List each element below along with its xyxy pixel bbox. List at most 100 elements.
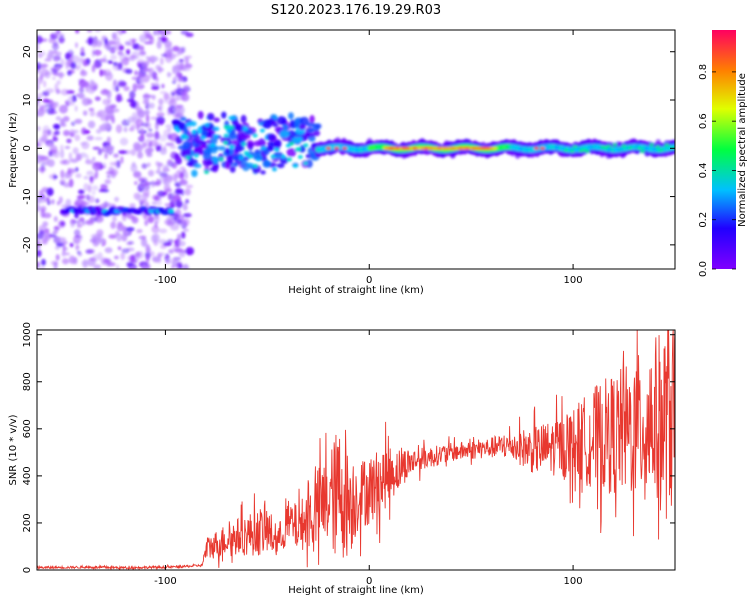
heatmap-cell (159, 171, 168, 178)
heatmap-cell (37, 140, 43, 148)
heatmap-cell (165, 124, 173, 129)
heatmap-cell (103, 258, 111, 264)
heatmap-cell (166, 239, 174, 243)
heatmap-cell (129, 103, 137, 107)
heatmap-cell (252, 133, 258, 138)
spectrogram-x-ticks: -100 0 100 (154, 30, 583, 286)
heatmap-cell (107, 114, 115, 121)
heatmap-cell (151, 56, 159, 62)
heatmap-cell (120, 252, 126, 260)
heatmap-cell (142, 100, 150, 105)
heatmap-cell (117, 221, 123, 228)
heatmap-cell (129, 203, 136, 209)
heatmap-cell (53, 174, 58, 180)
heatmap-cell (128, 127, 135, 132)
heatmap-cell (91, 185, 99, 191)
heatmap-cell (54, 124, 60, 130)
heatmap-cell (218, 157, 224, 162)
heatmap-cell (212, 164, 219, 173)
heatmap-cell (125, 227, 135, 232)
heatmap-cell (161, 83, 165, 89)
heatmap-cell (185, 155, 191, 160)
heatmap-cell (86, 135, 94, 141)
heatmap-cell (94, 215, 104, 223)
heatmap-cell (156, 40, 162, 50)
y-tick-label: 200 (22, 513, 33, 532)
heatmap-cell (88, 107, 95, 112)
heatmap-cell (248, 154, 254, 159)
heatmap-cell (175, 169, 183, 179)
heatmap-cell (180, 91, 187, 95)
heatmap-cell (65, 60, 70, 70)
heatmap-cell (128, 42, 135, 47)
heatmap-cell (142, 188, 150, 197)
heatmap-cell (144, 180, 150, 187)
heatmap-cell (224, 147, 231, 155)
spectrogram-heatmap (37, 30, 675, 269)
heatmap-cell (210, 136, 218, 145)
heatmap-cell (52, 132, 56, 140)
heatmap-cell (563, 148, 569, 152)
heatmap-cell (183, 135, 189, 140)
heatmap-cell (303, 161, 309, 166)
heatmap-cell (171, 265, 175, 269)
heatmap-cell (173, 173, 178, 183)
heatmap-cell (141, 260, 146, 266)
heatmap-cell (87, 184, 92, 193)
heatmap-cell (81, 81, 90, 88)
heatmap-cell (125, 48, 131, 55)
heatmap-cell (152, 71, 158, 81)
heatmap-cell (73, 220, 81, 224)
heatmap-cell (606, 144, 612, 148)
heatmap-cell (240, 114, 247, 124)
heatmap-cell (187, 249, 192, 255)
x-tick-label: -100 (154, 275, 177, 286)
heatmap-cell (161, 53, 168, 57)
heatmap-cell (146, 162, 151, 168)
heatmap-cell (136, 229, 143, 234)
heatmap-cell (262, 159, 272, 168)
colorbar: 0.0 0.2 0.4 0.6 0.8 Normalized spectral ampl… (698, 30, 748, 277)
heatmap-cell (279, 156, 289, 164)
heatmap-cell (44, 228, 50, 234)
heatmap-cell (309, 115, 315, 124)
heatmap-cell (243, 162, 254, 167)
heatmap-cell (140, 183, 145, 187)
heatmap-cell (303, 143, 309, 148)
heatmap-cell (121, 119, 130, 127)
heatmap-cell (61, 249, 66, 258)
heatmap-cell (158, 134, 168, 142)
heatmap-cell (186, 161, 195, 167)
heatmap-cell (153, 195, 159, 201)
heatmap-cell (85, 194, 91, 201)
heatmap-cell (40, 165, 45, 174)
heatmap-cell (294, 147, 300, 152)
heatmap-cell (72, 147, 79, 155)
heatmap-cell (80, 68, 85, 75)
heatmap-cell (155, 145, 162, 152)
heatmap-cell (185, 198, 189, 204)
heatmap-cell (175, 219, 185, 227)
heatmap-cell (664, 143, 670, 147)
heatmap-cell (81, 141, 90, 150)
heatmap-cell (174, 188, 183, 195)
heatmap-cell (297, 154, 303, 159)
heatmap-cell (178, 251, 186, 258)
heatmap-cell (50, 199, 55, 205)
heatmap-cell (112, 215, 117, 222)
heatmap-cell (185, 32, 194, 38)
heatmap-cell (165, 142, 175, 146)
heatmap-cell (37, 83, 40, 91)
heatmap-cell (55, 254, 60, 261)
heatmap-cell (75, 42, 79, 49)
heatmap-cell (77, 252, 83, 257)
heatmap-cell (37, 126, 41, 131)
heatmap-cell (94, 136, 103, 141)
heatmap-cell (138, 71, 142, 80)
heatmap-cell (146, 202, 150, 209)
heatmap-cell (180, 231, 186, 239)
heatmap-cell (655, 145, 661, 149)
heatmap-cell (52, 76, 56, 80)
heatmap-cell (167, 71, 171, 78)
